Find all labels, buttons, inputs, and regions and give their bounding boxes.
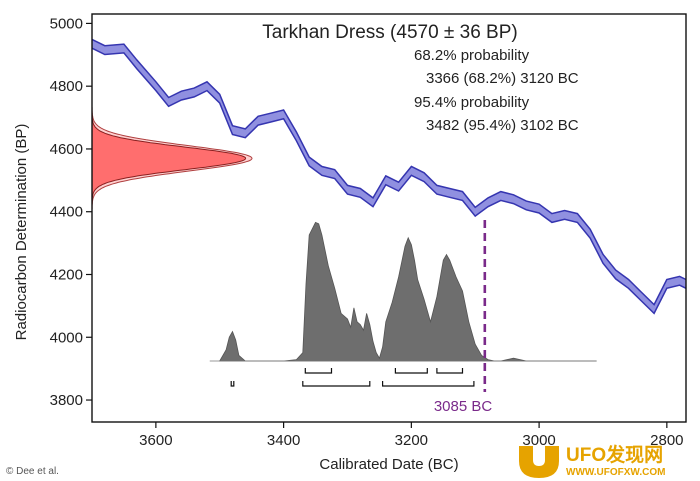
x-tick-label-0: 3600 (139, 432, 172, 449)
y-tick-label-1: 4000 (50, 329, 83, 346)
annotation-95-title: 95.4% probability (414, 94, 530, 111)
range-95-0 (230, 381, 235, 387)
annotation-68-range: 3366 (68.2%) 3120 BC (426, 70, 579, 87)
x-tick-label-2: 3200 (395, 432, 428, 449)
range-68-2 (436, 368, 464, 374)
x-tick-label-4: 2800 (650, 432, 683, 449)
marker-label: 3085 BC (434, 398, 493, 415)
probability-range-brackets (230, 368, 475, 387)
y-tick-label-0: 3800 (50, 392, 83, 409)
y-tick-label-3: 4400 (50, 204, 83, 221)
range-95-2 (382, 381, 475, 387)
range-68-1 (394, 368, 428, 374)
annotation-95-range: 3482 (95.4%) 3102 BC (426, 117, 579, 134)
x-tick-label-3: 3000 (522, 432, 555, 449)
y-tick-label-2: 4200 (50, 266, 83, 283)
watermark-text-b: WWW.UFOFXW.COM (566, 467, 665, 478)
annotation-68-title: 68.2% probability (414, 47, 530, 64)
calibration-curve (91, 38, 687, 315)
chart-title: Tarkhan Dress (4570 ± 36 BP) (262, 22, 517, 43)
calibration-lower-line (91, 47, 687, 315)
watermark: UFO发现网 WWW.UFOFXW.COM (519, 443, 665, 478)
calibration-upper-line (91, 38, 687, 306)
x-axis-label: Calibrated Date (BC) (319, 456, 458, 473)
axes: 3600 3400 3200 3000 2800 3800 4000 4200 4400 4600… (50, 15, 684, 449)
range-95-1 (302, 381, 371, 387)
probability-distribution (209, 221, 597, 362)
y-tick-label-6: 5000 (50, 15, 83, 32)
watermark-text-a: UFO发现网 (566, 443, 663, 466)
plot-frame (91, 13, 687, 423)
measurement-inner (91, 112, 247, 205)
y-axis-label: Radiocarbon Determination (BP) (13, 124, 30, 341)
probability-area (219, 221, 597, 362)
range-68-0 (304, 368, 333, 374)
credit-text: © Dee et al. (6, 466, 59, 477)
watermark-logo-icon (519, 446, 559, 478)
y-tick-label-4: 4600 (50, 141, 83, 158)
measurement-distribution (91, 107, 253, 210)
x-tick-label-1: 3400 (267, 432, 300, 449)
y-tick-label-5: 4800 (50, 78, 83, 95)
